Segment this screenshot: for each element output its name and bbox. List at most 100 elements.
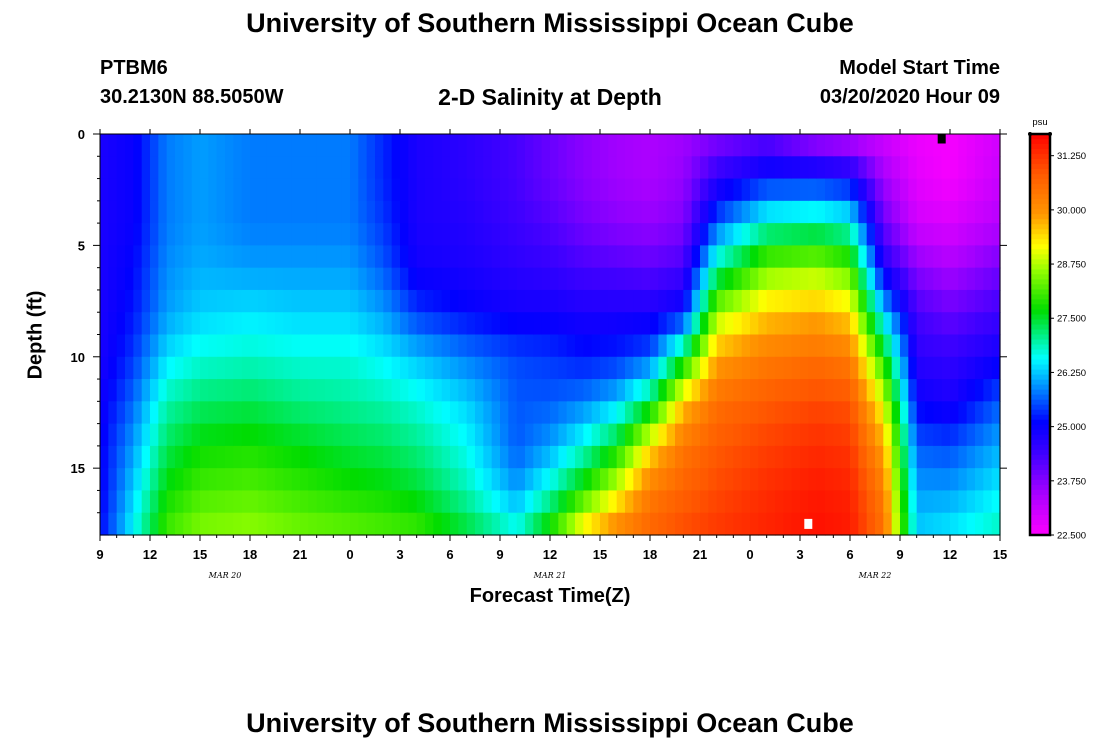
heatmap-cell [366,356,376,380]
heatmap-cell [933,490,943,514]
colorbar-segment [1030,334,1050,341]
heatmap-cell [383,423,393,447]
heatmap-cell [125,312,134,336]
heatmap-cell [166,445,176,469]
heatmap-cell [391,178,401,202]
heatmap-cell [575,490,584,514]
heatmap-cell [783,356,793,380]
heatmap-markers [804,133,946,529]
heatmap-cell [500,445,509,469]
heatmap-cell [458,334,468,358]
heatmap-cell [975,379,984,402]
heatmap-cell [625,512,634,536]
heatmap-cell [558,245,568,269]
heatmap-cell [200,334,209,358]
heatmap-cell [225,423,234,447]
heatmap-cell [583,267,593,291]
heatmap-cell [675,512,684,536]
colorbar-segment [1030,259,1050,265]
heatmap-cell [633,468,643,492]
heatmap-cell [783,289,793,313]
heatmap-cell [925,223,934,246]
heatmap-cell [283,178,293,202]
heatmap-cell [983,401,993,425]
heatmap-cell [925,356,934,380]
heatmap-cell [350,401,359,425]
heatmap-cell [750,156,759,180]
heatmap-cell [441,267,451,291]
heatmap-cell [758,134,768,157]
heatmap-cell [158,356,168,380]
heatmap-cell [550,156,559,180]
heatmap-cell [158,223,168,246]
heatmap-cell [808,468,818,492]
heatmap-cell [316,379,326,402]
heatmap-cell [841,178,851,202]
heatmap-cell [116,334,126,358]
heatmap-cell [350,156,359,180]
heatmap-cell [550,134,559,157]
heatmap-cell [641,156,651,180]
heatmap-cell [408,468,418,492]
heatmap-cell [675,423,684,447]
heatmap-cell [425,445,434,469]
colorbar-segment [1030,249,1050,255]
heatmap-cell [866,200,876,224]
y-tick-label: 15 [71,461,85,476]
date-label: MAR 22 [858,571,892,580]
heatmap-cell [925,267,934,291]
heatmap-cell [866,134,876,157]
heatmap-cell [891,156,901,180]
heatmap-cell [566,490,576,514]
heatmap-cell [341,223,351,246]
colorbar-tick-label: 23.750 [1057,476,1086,487]
heatmap-cell [866,223,876,246]
heatmap-cell [175,245,184,269]
colorbar-segment [1030,434,1050,441]
heatmap-cell [808,289,818,313]
heatmap-cell [583,468,593,492]
heatmap-cell [658,445,668,469]
heatmap-cell [641,334,651,358]
heatmap-cell [258,267,268,291]
heatmap-cell [408,134,418,157]
heatmap-cell [775,334,784,358]
heatmap-cell [975,423,984,447]
heatmap-cell [575,156,584,180]
heatmap-cell [533,312,543,336]
heatmap-cell [833,178,843,202]
heatmap-cell [450,401,459,425]
heatmap-cell [641,178,651,202]
heatmap-cell [291,245,301,269]
heatmap-cell [366,134,376,157]
heatmap-cell [158,178,168,202]
heatmap-cell [425,289,434,313]
heatmap-cell [366,423,376,447]
heatmap-cell [733,379,743,402]
heatmap-cell [525,223,534,246]
heatmap-cell [558,289,568,313]
heatmap-cell [441,289,451,313]
heatmap-cell [383,312,393,336]
heatmap-cell [425,223,434,246]
heatmap-cell [558,401,568,425]
colorbar-segment [1030,509,1050,516]
heatmap-cell [675,490,684,514]
heatmap-cell [500,178,509,202]
heatmap-cell [433,245,443,269]
heatmap-cell [583,223,593,246]
x-tick-label: 0 [746,547,753,562]
heatmap-cell [950,356,959,380]
heatmap-cell [833,356,843,380]
heatmap-cell [725,223,734,246]
heatmap-cell [883,334,893,358]
heatmap-cell [783,245,793,269]
heatmap-cell [316,200,326,224]
heatmap-cell [500,334,509,358]
heatmap-cell [766,267,776,291]
heatmap-cell [341,423,351,447]
heatmap-cell [125,200,134,224]
heatmap-cell [725,289,734,313]
heatmap-cell [908,490,918,514]
heatmap-cell [525,445,534,469]
